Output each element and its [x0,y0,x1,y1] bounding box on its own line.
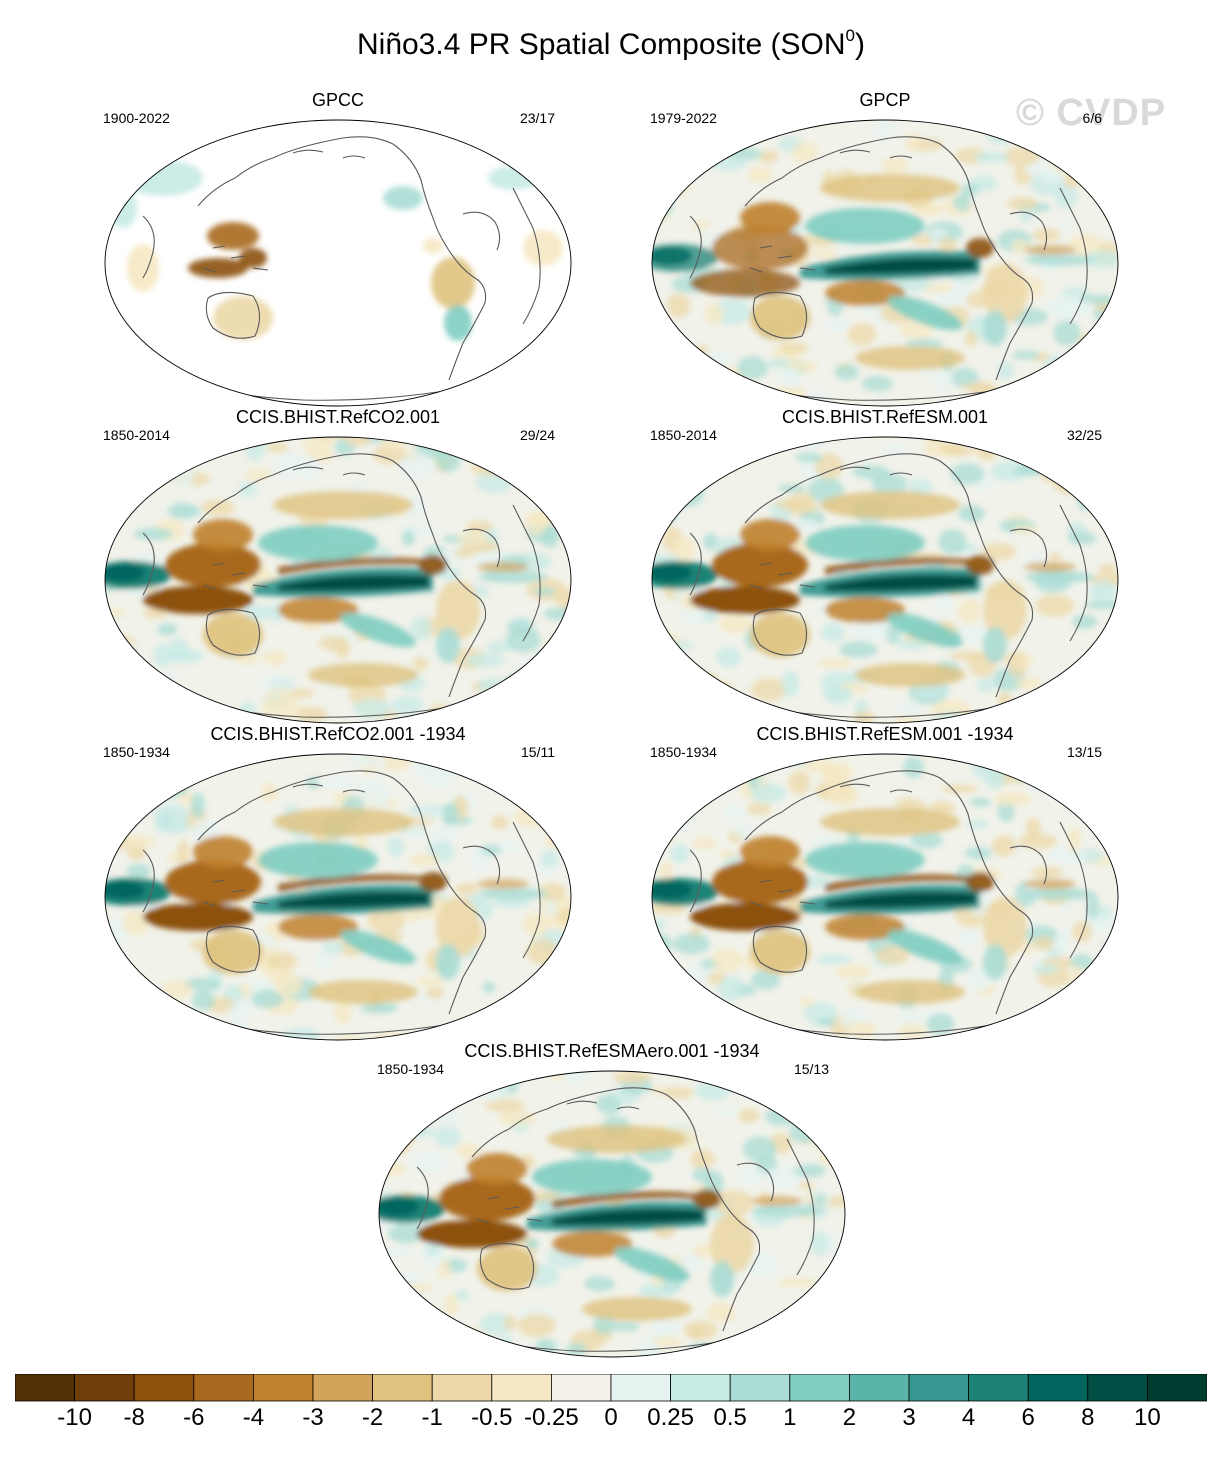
map-panel: GPCC 1900-2022 23/17 [103,90,573,412]
map-panel: GPCP 1979-2022 6/6 [650,90,1120,412]
panel-period: 1850-2014 [650,427,717,443]
map-canvas [104,436,572,724]
panel-period: 1850-1934 [103,744,170,760]
panel-period: 1850-1934 [377,1061,444,1077]
colorbar-tick-label: -3 [302,1404,324,1431]
map-canvas [104,753,572,1041]
colorbar-tick-label: 2 [842,1404,857,1431]
colorbar-swatch [1087,1374,1148,1402]
colorbar-tick-label: -0.5 [471,1404,513,1431]
colorbar-swatch [729,1374,791,1402]
panel-period: 1900-2022 [103,110,170,126]
map-panel: CCIS.BHIST.RefCO2.001 1850-2014 29/24 [103,407,573,729]
cvdp-watermark: © CVDP [1016,92,1167,134]
figure-title: Niño3.4 PR Spatial Composite (SON0) [356,26,865,61]
colorbar-tick-label: -0.25 [524,1404,579,1431]
colorbar-tick-label: -1 [421,1404,443,1431]
panel-period: 1850-2014 [103,427,170,443]
map-canvas [378,1070,846,1358]
colorbar [15,1374,1207,1402]
colorbar-swatch [968,1374,1029,1402]
map-panel: CCIS.BHIST.RefESM.001 -1934 1850-1934 13/1… [650,724,1120,1046]
panel-count: 23/17 [519,110,555,126]
panel-count: 15/11 [521,744,555,760]
colorbar-swatch [849,1374,910,1402]
colorbar-swatch [1147,1374,1207,1402]
colorbar-swatch [372,1374,433,1402]
panel-title: CCIS.BHIST.RefCO2.001 [235,407,441,427]
panel-count: 6/6 [1082,110,1102,126]
colorbar-tick-label: 0.25 [647,1404,694,1431]
panel-period: 1979-2022 [650,110,717,126]
panel-period: 1850-1934 [650,744,717,760]
panel-title: CCIS.BHIST.RefESMAero.001 -1934 [464,1041,760,1061]
colorbar-swatch [610,1374,671,1402]
colorbar-tick-label: 8 [1081,1404,1095,1431]
colorbar-tick-label: -4 [242,1404,265,1431]
colorbar-tick-label: 6 [1021,1404,1035,1431]
map-canvas [651,753,1119,1041]
panel-count: 29/24 [519,427,555,443]
colorbar-swatch [670,1374,731,1402]
colorbar-swatch [74,1374,135,1402]
colorbar-swatch [491,1374,552,1402]
panel-title: CCIS.BHIST.RefESM.001 [781,407,989,427]
panel-title: GPCC [311,90,364,110]
map-canvas [104,119,572,407]
colorbar-swatch [551,1374,612,1402]
colorbar-swatch [133,1374,195,1402]
panel-title: GPCP [859,90,911,110]
colorbar-tick-label: 1 [783,1404,797,1431]
panel-title: CCIS.BHIST.RefCO2.001 -1934 [210,724,466,744]
colorbar-swatch [312,1374,373,1402]
colorbar-tick-label: -10 [57,1404,92,1431]
colorbar-swatch [431,1374,493,1402]
map-panel: CCIS.BHIST.RefCO2.001 -1934 1850-1934 15/1… [103,724,573,1046]
colorbar-tick-label: -8 [123,1404,145,1431]
map-panel: CCIS.BHIST.RefESMAero.001 -1934 1850-1934… [377,1041,847,1363]
map-canvas [651,119,1119,407]
colorbar-swatch [908,1374,969,1402]
panel-title: CCIS.BHIST.RefESM.001 -1934 [756,724,1014,744]
colorbar-tick-label: -6 [183,1404,205,1431]
panel-count: 15/13 [793,1061,829,1077]
map-canvas [651,436,1119,724]
colorbar-tick-label: 3 [902,1404,916,1431]
title-superscript: 0 [845,26,855,45]
panel-count: 13/15 [1066,744,1102,760]
colorbar-tick-label: 0.5 [713,1404,747,1431]
map-panel: CCIS.BHIST.RefESM.001 1850-2014 32/25 [650,407,1120,729]
colorbar-tick-label: 4 [961,1404,976,1431]
colorbar-swatch [789,1374,850,1402]
colorbar-tick-label: -2 [361,1404,384,1431]
colorbar-tick-label: 0 [604,1404,618,1431]
colorbar-swatch [15,1374,75,1402]
colorbar-tick-label: 10 [1134,1404,1161,1431]
colorbar-swatch [1027,1374,1089,1402]
colorbar-swatch [252,1374,314,1402]
panel-count: 32/25 [1066,427,1102,443]
colorbar-swatch [193,1374,254,1402]
